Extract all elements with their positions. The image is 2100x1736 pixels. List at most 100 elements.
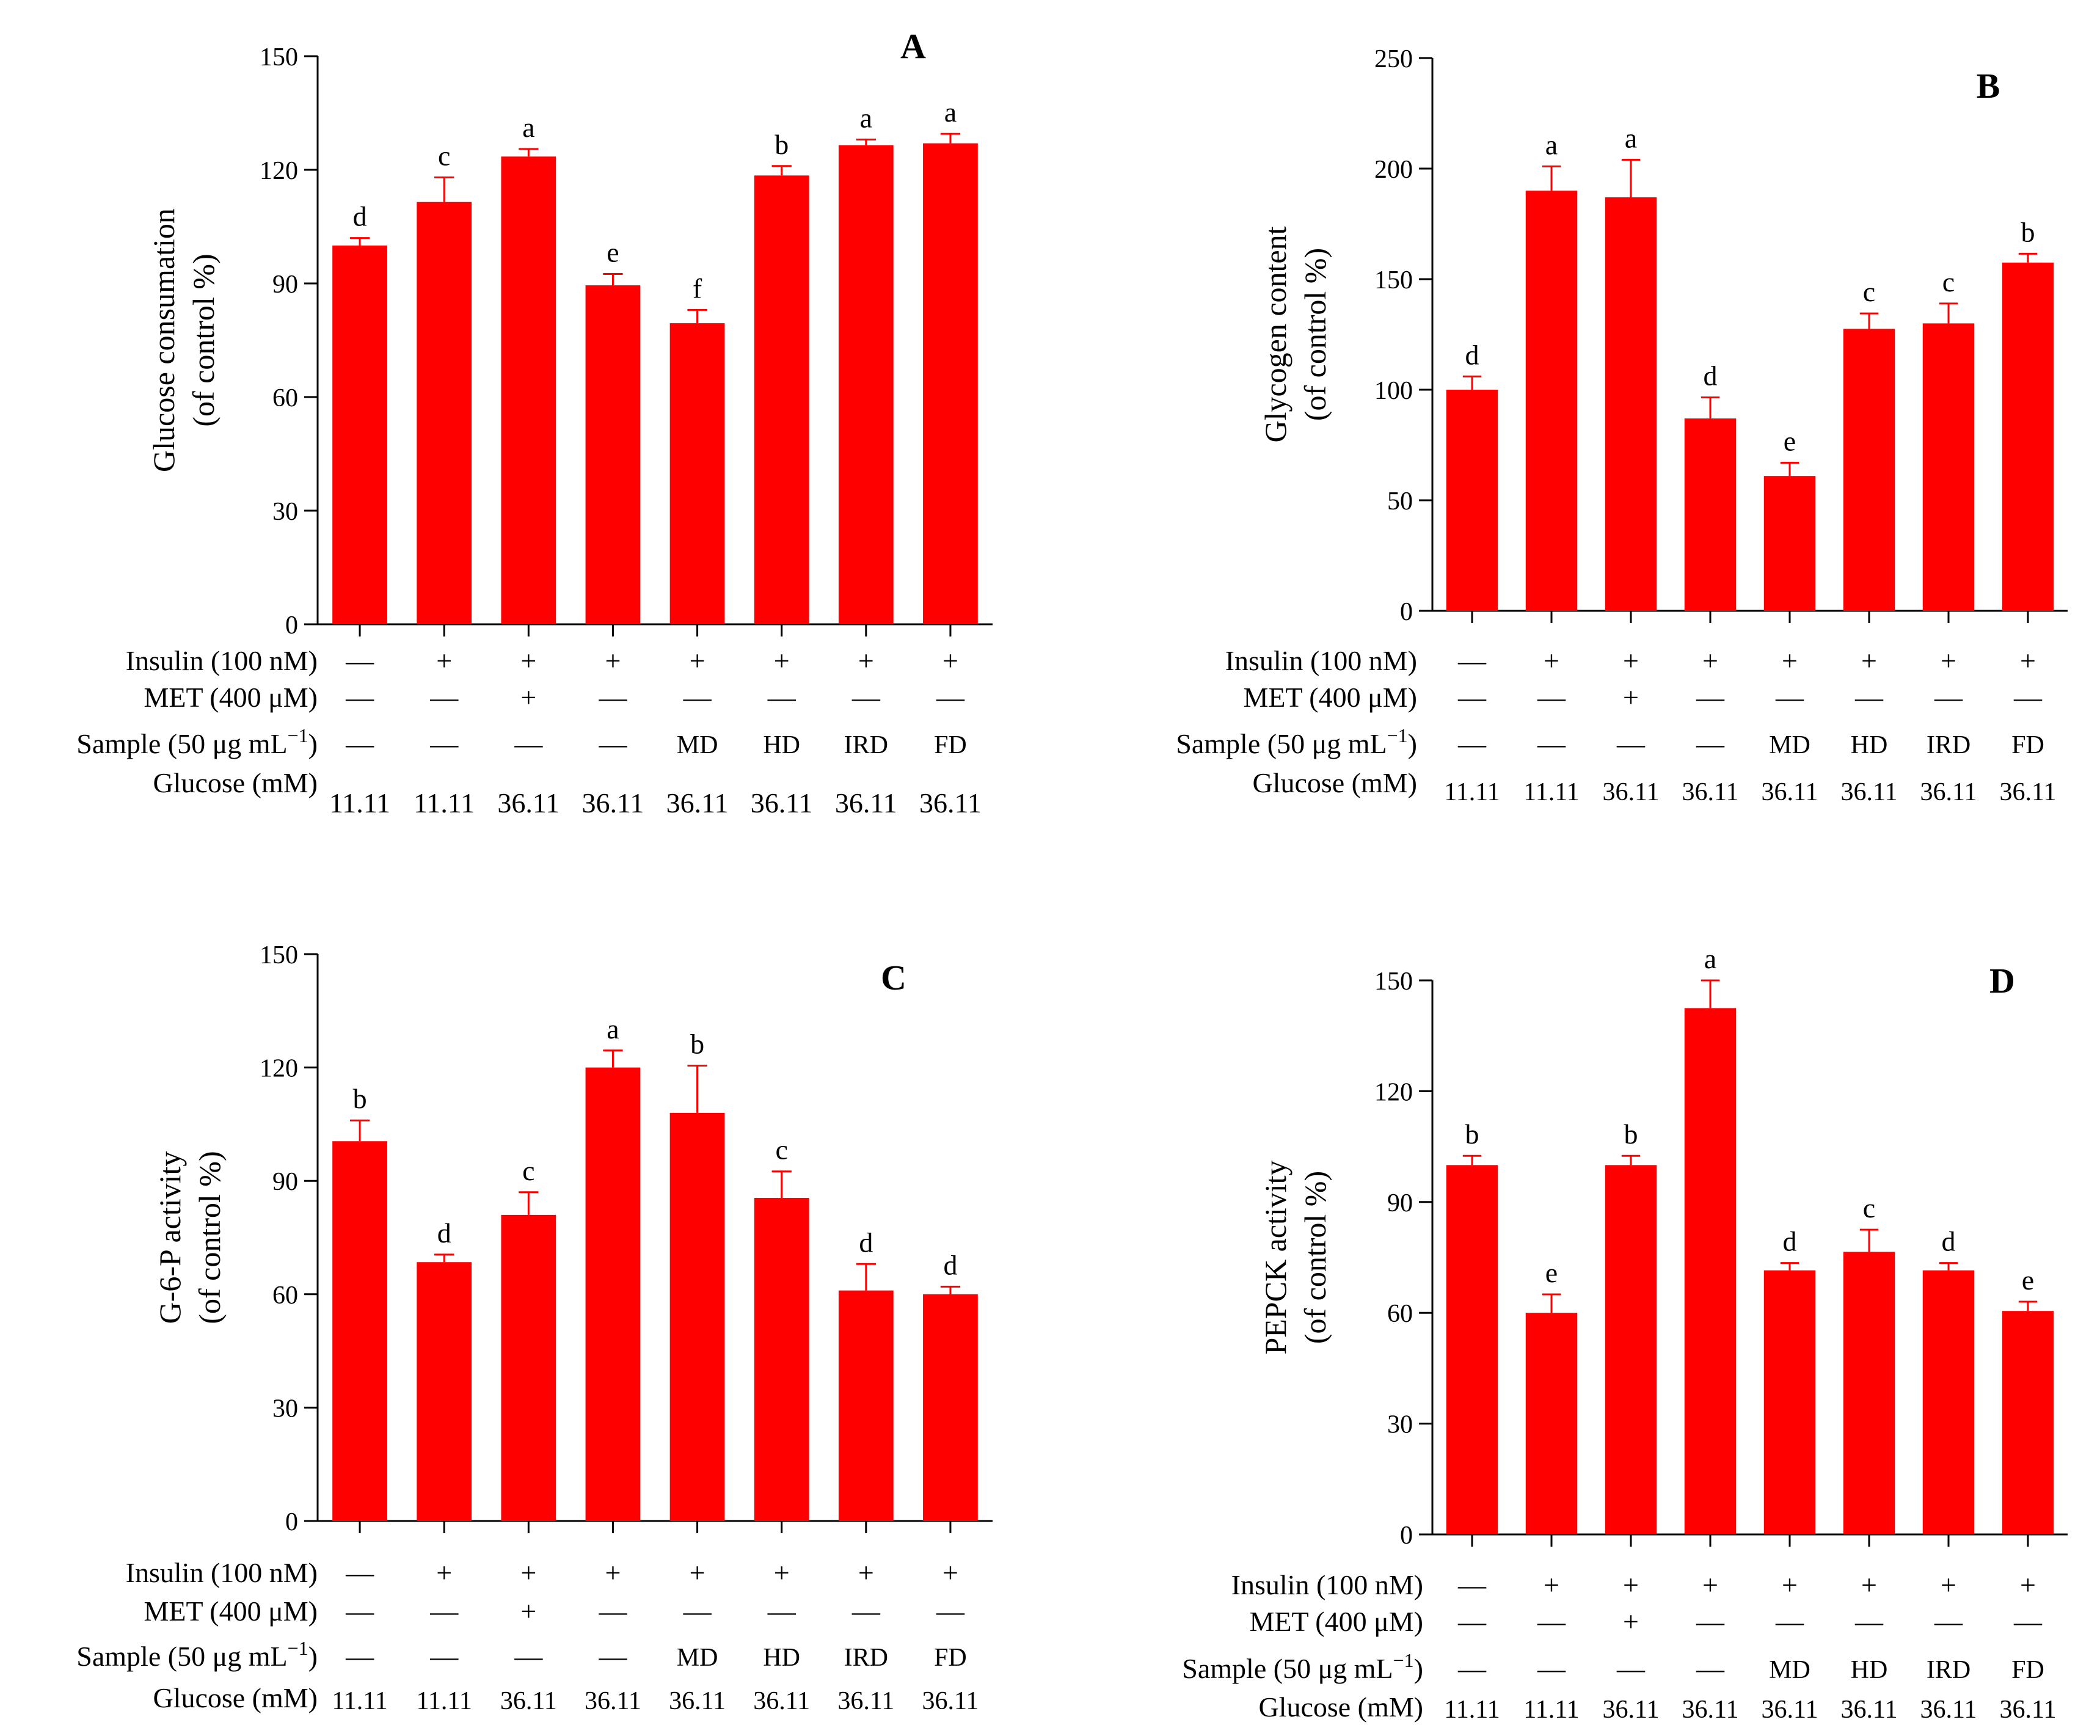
panel-b-sample-marker: — bbox=[1616, 728, 1646, 759]
panel-b-significance-letter: e bbox=[1784, 425, 1796, 456]
panel-d-bar bbox=[1922, 1270, 1975, 1534]
panel-a-bar bbox=[332, 246, 387, 624]
panel-a-sample-marker: HD bbox=[763, 731, 800, 759]
panel-b-insulin-marker: + bbox=[1941, 645, 1956, 676]
panel-b-significance-letter: a bbox=[1545, 129, 1558, 160]
panel-b-glucose-value: 36.11 bbox=[1603, 778, 1660, 806]
panel-b-title: B bbox=[1977, 66, 2000, 106]
panel-d-significance-letter: a bbox=[1704, 943, 1716, 974]
panel-c-sample-marker: — bbox=[429, 1641, 459, 1672]
panel-b-met-marker: — bbox=[1854, 682, 1884, 713]
panel-b-bar bbox=[1605, 197, 1657, 611]
panel-c-bar bbox=[332, 1141, 387, 1521]
panel-d-sample-marker: IRD bbox=[1927, 1656, 1971, 1684]
panel-c-y-tick-label: 60 bbox=[272, 1282, 298, 1310]
panel-b-y-tick-label: 100 bbox=[1374, 377, 1413, 405]
panel-c-sample-marker: FD bbox=[934, 1644, 967, 1672]
panel-b-insulin-marker: + bbox=[1861, 645, 1877, 676]
panel-c-ylabel-sub: (of control %) bbox=[192, 1151, 227, 1324]
panel-c-significance-letter: a bbox=[607, 1013, 619, 1045]
panel-b-glucose-value: 36.11 bbox=[1841, 778, 1898, 806]
panel-a-y-tick-label: 30 bbox=[272, 498, 298, 526]
panel-a-significance-letter: e bbox=[607, 237, 619, 268]
panel-d-insulin-marker: + bbox=[1702, 1569, 1718, 1600]
panel-c-ylabel: G-6-P activity bbox=[153, 1151, 187, 1324]
panel-a-bar bbox=[923, 143, 978, 625]
panel-b-insulin-marker: — bbox=[1457, 645, 1487, 676]
panel-d-glucose-value: 36.11 bbox=[1920, 1696, 1977, 1724]
panel-b-sample-marker: FD bbox=[2011, 731, 2044, 759]
panel-d-insulin-marker: + bbox=[2020, 1569, 2036, 1600]
panel-b-met-marker: — bbox=[2013, 682, 2043, 713]
panel-c-y-tick-label: 30 bbox=[272, 1395, 298, 1423]
panel-a-bar bbox=[838, 145, 894, 624]
panel-b-sample-marker: MD bbox=[1769, 731, 1810, 759]
panel-a-significance-letter: a bbox=[944, 97, 957, 128]
panel-d-significance-letter: c bbox=[1863, 1192, 1875, 1224]
panel-a-significance-letter: d bbox=[353, 201, 367, 232]
panel-d-bar bbox=[1684, 1008, 1737, 1534]
panel-a-significance-letter: a bbox=[522, 112, 534, 143]
panel-d-insulin-marker: + bbox=[1544, 1569, 1559, 1600]
panel-c-significance-letter: c bbox=[522, 1155, 534, 1186]
panel-d-glucose-value: 36.11 bbox=[1762, 1696, 1818, 1724]
panel-c-sample-marker: IRD bbox=[844, 1644, 888, 1672]
panel-a-significance-letter: b bbox=[775, 129, 789, 160]
panel-d-row-label-glucose: Glucose (mM) bbox=[1258, 1691, 1423, 1723]
panel-d-sample-marker: HD bbox=[1851, 1656, 1888, 1684]
panel-d-bar bbox=[1843, 1252, 1895, 1534]
panel-c-significance-letter: d bbox=[943, 1249, 957, 1280]
panel-d-ylabel-sub: (of control %) bbox=[1298, 1171, 1332, 1344]
panel-b-bar bbox=[1446, 390, 1498, 611]
panel-b-ylabel-sub: (of control %) bbox=[1298, 248, 1332, 421]
panel-a-y-tick-label: 150 bbox=[260, 43, 298, 71]
panel-c-sample-marker: HD bbox=[763, 1644, 800, 1672]
panel-c-bar bbox=[669, 1112, 725, 1521]
panel-a-row-label-sample: Sample (50 μg mL−1) bbox=[76, 724, 318, 759]
panel-c-significance-letter: b bbox=[690, 1029, 704, 1060]
panel-d-y-tick-label: 30 bbox=[1387, 1411, 1413, 1439]
panel-c-significance-letter: c bbox=[775, 1134, 787, 1165]
panel-c-significance-letter: b bbox=[353, 1083, 367, 1114]
panel-d-title: D bbox=[1989, 961, 2015, 1001]
panel-c-significance-letter: d bbox=[859, 1227, 873, 1258]
panel-d-insulin-marker: + bbox=[1861, 1569, 1877, 1600]
panel-a-met-marker: — bbox=[345, 682, 374, 713]
panel-c-insulin-marker: + bbox=[774, 1557, 790, 1588]
panel-d-met-marker: — bbox=[1537, 1606, 1566, 1637]
panel-c-bar bbox=[417, 1262, 472, 1521]
panel-d-significance-letter: e bbox=[1545, 1257, 1558, 1288]
panel-c-title: C bbox=[881, 958, 906, 997]
panel-d-glucose-value: 36.11 bbox=[1841, 1696, 1898, 1724]
panel-c-insulin-marker: + bbox=[942, 1557, 958, 1588]
panel-a-met-marker: — bbox=[936, 682, 965, 713]
panel-d-sample-marker: MD bbox=[1769, 1656, 1810, 1684]
panel-d-bar bbox=[1525, 1313, 1578, 1534]
panel-c-y-tick-label: 120 bbox=[260, 1055, 298, 1083]
panel-b-sample-marker: HD bbox=[1851, 731, 1888, 759]
panel-a-insulin-marker: + bbox=[520, 645, 536, 676]
panel-c-insulin-marker: + bbox=[690, 1557, 705, 1588]
panel-a-significance-letter: c bbox=[438, 140, 450, 171]
panel-c-row-label-insulin: Insulin (100 nM) bbox=[126, 1557, 318, 1588]
panel-a-sample-marker: MD bbox=[677, 731, 718, 759]
panel-a-ylabel: Glucose consumation bbox=[147, 208, 181, 472]
panel-d-met-marker: — bbox=[1696, 1606, 1725, 1637]
panel-b-ylabel: Glycogen content bbox=[1258, 226, 1292, 442]
panel-a-glucose-value: 36.11 bbox=[835, 787, 897, 819]
panel-a-met-marker: — bbox=[429, 682, 459, 713]
panel-c-sample-marker: MD bbox=[677, 1644, 718, 1672]
panel-b-bar bbox=[1843, 329, 1895, 611]
panel-b-y-tick-label: 250 bbox=[1374, 45, 1413, 73]
panel-c-met-marker: — bbox=[851, 1596, 881, 1627]
panel-b-insulin-marker: + bbox=[1623, 645, 1639, 676]
panel-a-sample-marker: FD bbox=[934, 731, 967, 759]
panel-a-met-marker: + bbox=[520, 682, 536, 713]
panel-d-ylabel: PEPCK activity bbox=[1258, 1160, 1292, 1354]
panel-a-glucose-value: 36.11 bbox=[751, 787, 813, 819]
panel-d-sample-marker: — bbox=[1537, 1653, 1566, 1684]
panel-c-sample-marker: — bbox=[514, 1641, 543, 1672]
panel-a-y-tick-label: 0 bbox=[285, 611, 298, 640]
panel-c-glucose-value: 11.11 bbox=[416, 1687, 472, 1715]
